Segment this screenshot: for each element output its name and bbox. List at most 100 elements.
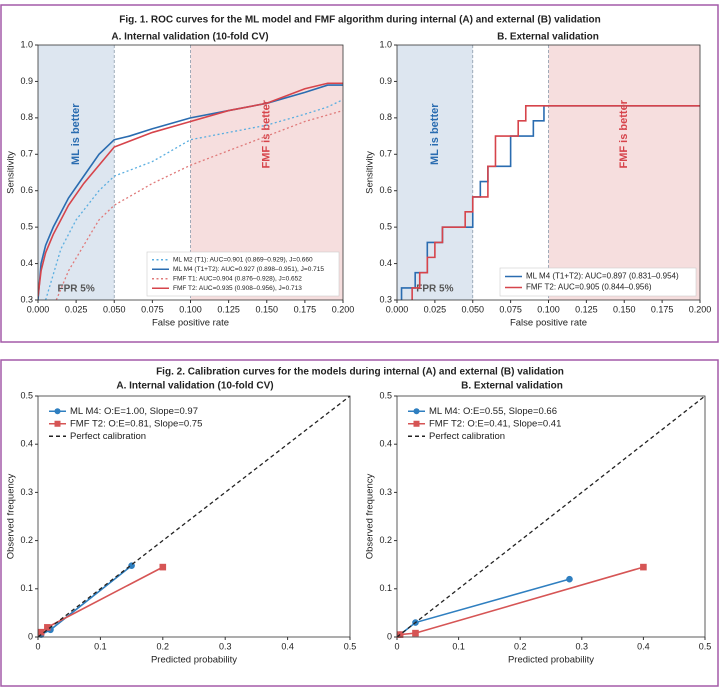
y-tick-label: 0.4: [20, 439, 33, 449]
x-axis-label: False positive rate: [152, 318, 229, 329]
y-tick-label: 0.9: [20, 76, 33, 86]
y-tick-label: 0.8: [20, 112, 33, 122]
x-tick-label: 0.100: [537, 304, 560, 314]
point: [159, 563, 167, 571]
y-axis-label: Observed frequency: [6, 473, 17, 559]
y-axis-label: Sensitivity: [6, 151, 17, 194]
legend-label: FMF T2: O:E=0.41, Slope=0.41: [429, 418, 561, 429]
plot-frame: [37, 44, 344, 301]
y-axis-label: Observed frequency: [365, 473, 376, 559]
legend-label: Perfect calibration: [70, 431, 146, 442]
y-axis-label: Sensitivity: [365, 151, 376, 194]
y-tick-label: 0.7: [379, 149, 392, 159]
point: [640, 563, 647, 571]
figure-2-frame: [0, 359, 719, 687]
y-tick-label: 0: [387, 631, 392, 641]
x-tick-label: 0.075: [141, 304, 164, 314]
x-tick-label: 0.100: [179, 304, 202, 314]
x-tick-label: 0.175: [651, 304, 674, 314]
x-tick-label: 0.5: [344, 641, 357, 651]
series-line: [55, 109, 343, 300]
x-tick-label: 0.150: [613, 304, 636, 314]
y-tick-label: 0.6: [20, 185, 33, 195]
y-tick-label: 0.4: [20, 258, 33, 268]
x-tick-label: 0.200: [332, 304, 355, 314]
x-tick-label: 0.2: [157, 641, 170, 651]
panel-title: A. Internal validation (10-fold CV): [111, 32, 268, 43]
legend-label: FMF T1: AUC=0.904 (0.876–0.928), J=0.652: [173, 275, 302, 282]
x-axis-label: Predicted probability: [508, 655, 594, 666]
y-tick-label: 0.5: [379, 222, 392, 232]
figure-caption: Fig. 1. ROC curves for the ML model and …: [119, 15, 601, 26]
x-tick-label: 0.125: [217, 304, 240, 314]
y-tick-label: 0.8: [379, 112, 392, 122]
x-tick-label: 0.3: [219, 641, 232, 651]
x-tick-label: 0: [394, 641, 399, 651]
series-line: [38, 84, 343, 300]
legend-marker: [413, 420, 420, 427]
legend-marker: [413, 408, 420, 415]
panel-title: B. External validation: [461, 381, 563, 392]
x-axis-label: Predicted probability: [151, 655, 237, 666]
figure-caption: Fig. 2. Calibration curves for the model…: [156, 367, 564, 378]
x-tick-label: 0.050: [103, 304, 126, 314]
series-line: [397, 396, 705, 637]
x-tick-label: 0: [35, 641, 40, 651]
region: [548, 45, 700, 300]
x-tick-label: 0.075: [499, 304, 522, 314]
series-line: [38, 396, 350, 637]
legend-box: [146, 251, 340, 297]
y-tick-label: 0.3: [379, 487, 392, 497]
x-tick-label: 0.1: [94, 641, 107, 651]
x-tick-label: 0.175: [294, 304, 317, 314]
panel-title: B. External validation: [497, 32, 599, 43]
y-tick-label: 1.0: [379, 39, 392, 49]
plot-frame: [37, 395, 351, 638]
legend-label: ML M4: O:E=0.55, Slope=0.66: [429, 406, 557, 417]
y-tick-label: 0.7: [20, 149, 33, 159]
x-tick-label: 0.4: [281, 641, 294, 651]
y-tick-label: 0.4: [379, 439, 392, 449]
legend-marker: [54, 420, 61, 427]
legend-label: ML M2 (T1): AUC=0.901 (0.869–0.929), J=0…: [173, 256, 313, 263]
x-tick-label: 0.000: [386, 304, 409, 314]
series-line: [411, 105, 700, 300]
y-tick-label: 0.4: [379, 258, 392, 268]
y-tick-label: 0.3: [20, 487, 33, 497]
y-tick-label: 0.1: [20, 583, 33, 593]
legend-box: [499, 267, 697, 297]
region-label: FMF is better: [261, 99, 273, 168]
x-tick-label: 0.4: [637, 641, 650, 651]
x-tick-label: 0.2: [514, 641, 527, 651]
x-tick-label: 0.3: [576, 641, 589, 651]
region-label: FMF is better: [618, 99, 630, 168]
y-tick-label: 0.6: [379, 185, 392, 195]
x-tick-label: 0.025: [424, 304, 447, 314]
series-line: [38, 82, 343, 297]
legend-label: FMF T2: AUC=0.905 (0.844–0.956): [526, 283, 652, 292]
series-line: [45, 99, 343, 300]
annotation: FPR 5%: [416, 284, 453, 295]
legend-label: ML M4 (T1+T2): AUC=0.927 (0.898–0.951), …: [173, 266, 324, 273]
y-tick-label: 1.0: [20, 39, 33, 49]
x-tick-label: 0.200: [689, 304, 712, 314]
panel-title: A. Internal validation (10-fold CV): [116, 381, 273, 392]
point: [37, 628, 45, 636]
region: [397, 45, 473, 300]
plot-frame: [396, 44, 701, 301]
x-tick-label: 0.125: [575, 304, 598, 314]
y-tick-label: 0.2: [379, 535, 392, 545]
legend-label: FMF T2: O:E=0.81, Slope=0.75: [70, 418, 202, 429]
legend-marker: [54, 408, 61, 415]
y-tick-label: 0.2: [20, 535, 33, 545]
legend-label: ML M4 (T1+T2): AUC=0.897 (0.831–0.954): [526, 272, 679, 281]
point: [566, 575, 573, 583]
x-axis-label: False positive rate: [510, 318, 587, 329]
x-tick-label: 0.000: [27, 304, 50, 314]
legend-label: ML M4: O:E=1.00, Slope=0.97: [70, 406, 198, 417]
annotation: FPR 5%: [58, 284, 95, 295]
y-tick-label: 0.5: [20, 390, 33, 400]
region-label: ML is better: [70, 103, 82, 165]
y-tick-label: 0.1: [379, 583, 392, 593]
